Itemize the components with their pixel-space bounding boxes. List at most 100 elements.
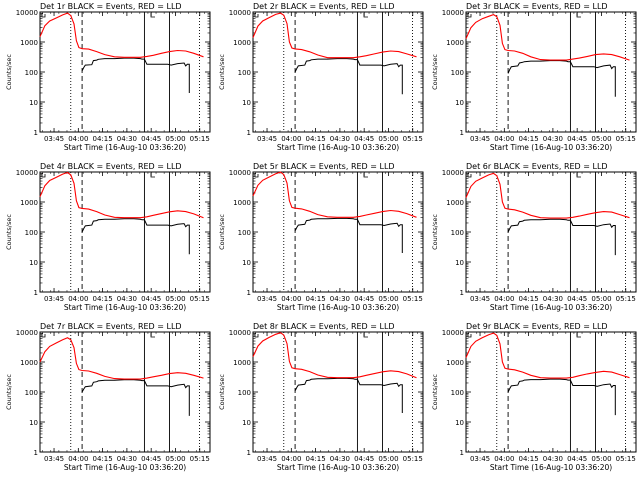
lld-series-line bbox=[39, 12, 204, 58]
x-tick-label: 03:45 bbox=[470, 295, 490, 303]
x-tick-label: 04:45 bbox=[567, 135, 587, 143]
events-series-line bbox=[507, 218, 616, 256]
y-tick-label: 10 bbox=[29, 259, 38, 267]
panel-7: Det 7r BLACK = Events, RED = LLD 1 10 100 10… bbox=[5, 322, 211, 472]
events-series-line bbox=[294, 377, 403, 413]
x-axis-label: Start Time (16-Aug-10 03:36:20) bbox=[277, 303, 399, 312]
corner-mark bbox=[467, 333, 472, 338]
panel-1: Det 1r BLACK = Events, RED = LLD 1 10 100 10… bbox=[5, 2, 211, 152]
x-tick-label: 04:15 bbox=[306, 455, 326, 463]
x-tick-label: 05:15 bbox=[403, 135, 423, 143]
y-tick-label: 10 bbox=[29, 419, 38, 427]
x-tick-label: 03:45 bbox=[257, 135, 277, 143]
x-tick-label: 04:30 bbox=[543, 295, 563, 303]
events-series-line bbox=[81, 379, 190, 416]
plot-frame bbox=[252, 171, 424, 293]
x-tick-label: 05:00 bbox=[165, 295, 185, 303]
x-tick-label: 05:00 bbox=[378, 295, 398, 303]
y-tick-label: 1 bbox=[34, 289, 38, 297]
plot-frame bbox=[465, 331, 637, 453]
events-series-line bbox=[507, 378, 616, 416]
panel-4: Det 4r BLACK = Events, RED = LLD 1 10 100 10… bbox=[5, 162, 211, 312]
x-tick-label: 05:00 bbox=[378, 135, 398, 143]
corner-mark bbox=[150, 333, 155, 338]
panel-title: Det 4r BLACK = Events, RED = LLD bbox=[40, 162, 182, 171]
x-tick-label: 04:15 bbox=[306, 295, 326, 303]
x-tick-label: 04:00 bbox=[494, 295, 514, 303]
y-tick-label: 1 bbox=[247, 129, 251, 137]
x-axis-label: Start Time (16-Aug-10 03:36:20) bbox=[490, 463, 612, 472]
x-tick-label: 05:15 bbox=[616, 295, 636, 303]
y-tick-label: 10000 bbox=[16, 169, 38, 177]
events-series-line bbox=[81, 57, 190, 93]
corner-mark bbox=[41, 13, 46, 18]
y-tick-label: 10 bbox=[455, 419, 464, 427]
lld-series-line bbox=[252, 171, 417, 218]
plot-frame bbox=[39, 11, 211, 133]
x-tick-label: 03:45 bbox=[470, 135, 490, 143]
x-tick-label: 04:30 bbox=[117, 295, 137, 303]
y-tick-label: 10 bbox=[242, 419, 251, 427]
x-tick-label: 04:45 bbox=[354, 455, 374, 463]
panel-8: Det 8r BLACK = Events, RED = LLD 1 10 100 10… bbox=[218, 322, 424, 472]
y-tick-label: 10000 bbox=[16, 329, 38, 337]
panel-title: Det 7r BLACK = Events, RED = LLD bbox=[40, 322, 182, 331]
x-tick-label: 04:15 bbox=[519, 455, 539, 463]
corner-mark bbox=[254, 333, 259, 338]
panel-title: Det 3r BLACK = Events, RED = LLD bbox=[466, 2, 608, 11]
y-tick-label: 1000 bbox=[233, 199, 251, 207]
x-tick-label: 04:45 bbox=[354, 135, 374, 143]
y-tick-label: 10 bbox=[242, 259, 251, 267]
corner-mark bbox=[254, 173, 259, 178]
lld-series-line bbox=[465, 172, 630, 219]
lld-series-line bbox=[465, 332, 630, 379]
y-tick-label: 10000 bbox=[229, 169, 251, 177]
x-tick-label: 05:15 bbox=[190, 135, 210, 143]
y-tick-label: 1000 bbox=[233, 39, 251, 47]
corner-mark bbox=[363, 13, 368, 18]
plot-frame bbox=[39, 171, 211, 293]
x-tick-label: 04:45 bbox=[567, 455, 587, 463]
y-tick-label: 100 bbox=[451, 229, 464, 237]
x-tick-label: 04:15 bbox=[93, 455, 113, 463]
x-tick-label: 04:45 bbox=[141, 295, 161, 303]
lld-series-line bbox=[252, 12, 417, 59]
y-tick-label: 10000 bbox=[442, 329, 464, 337]
panel-2: Det 2r BLACK = Events, RED = LLD 1 10 100 10… bbox=[218, 2, 424, 152]
x-tick-label: 04:45 bbox=[141, 455, 161, 463]
corner-mark bbox=[41, 173, 46, 178]
x-tick-label: 04:15 bbox=[93, 135, 113, 143]
y-tick-label: 100 bbox=[238, 389, 251, 397]
y-tick-label: 1000 bbox=[233, 359, 251, 367]
x-tick-label: 04:00 bbox=[68, 135, 88, 143]
y-tick-label: 100 bbox=[238, 69, 251, 77]
x-tick-label: 03:45 bbox=[470, 455, 490, 463]
y-tick-label: 1000 bbox=[446, 199, 464, 207]
y-tick-label: 100 bbox=[25, 69, 38, 77]
corner-mark bbox=[363, 333, 368, 338]
x-tick-label: 05:15 bbox=[616, 135, 636, 143]
y-tick-label: 100 bbox=[451, 69, 464, 77]
x-axis-label: Start Time (16-Aug-10 03:36:20) bbox=[64, 303, 186, 312]
x-tick-label: 04:45 bbox=[141, 135, 161, 143]
plot-frame bbox=[465, 11, 637, 133]
plot-frame bbox=[252, 331, 424, 453]
y-tick-label: 1000 bbox=[20, 39, 38, 47]
y-axis-label: Counts/sec bbox=[218, 214, 226, 250]
x-tick-label: 04:30 bbox=[117, 135, 137, 143]
panel-title: Det 6r BLACK = Events, RED = LLD bbox=[466, 162, 608, 171]
y-tick-label: 1000 bbox=[20, 359, 38, 367]
y-tick-label: 100 bbox=[451, 389, 464, 397]
x-tick-label: 05:15 bbox=[403, 295, 423, 303]
lld-series-line bbox=[465, 13, 630, 61]
plot-frame bbox=[39, 331, 211, 453]
x-tick-label: 05:00 bbox=[378, 455, 398, 463]
x-tick-label: 05:00 bbox=[165, 455, 185, 463]
plot-frame bbox=[252, 11, 424, 133]
y-tick-label: 1 bbox=[247, 289, 251, 297]
events-series-line bbox=[294, 58, 403, 95]
x-tick-label: 04:45 bbox=[354, 295, 374, 303]
x-tick-label: 05:15 bbox=[403, 455, 423, 463]
x-axis-label: Start Time (16-Aug-10 03:36:20) bbox=[64, 463, 186, 472]
panel-title: Det 8r BLACK = Events, RED = LLD bbox=[253, 322, 395, 331]
